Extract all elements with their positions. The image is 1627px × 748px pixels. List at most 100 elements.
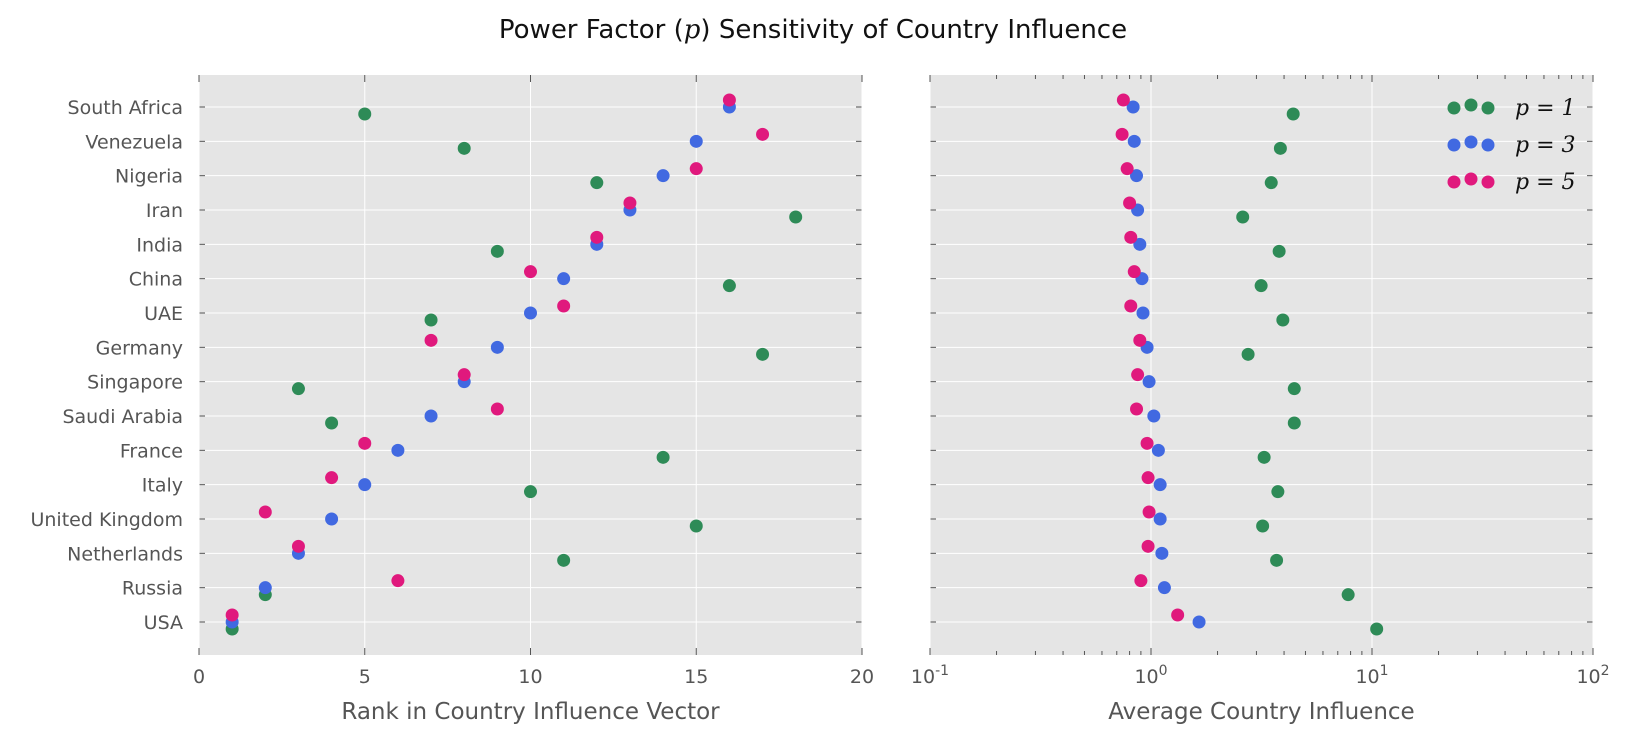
data-point [1241, 347, 1255, 361]
data-point [424, 333, 438, 347]
data-point [457, 368, 471, 382]
data-point [358, 478, 372, 492]
data-point [789, 210, 803, 224]
data-point [1127, 265, 1141, 279]
legend-marker [1447, 101, 1461, 115]
data-point [1370, 622, 1384, 636]
data-point [1264, 176, 1278, 190]
legend-label: p = 3 [1515, 133, 1576, 158]
legend-marker [1464, 172, 1478, 186]
y-tick-label: China [129, 269, 183, 291]
legend-marker [1481, 138, 1495, 152]
legend-marker [1481, 175, 1495, 189]
data-point [557, 553, 571, 567]
x-tick-label: 0 [193, 666, 205, 688]
chart-title: Power Factor (p) Sensitivity of Country … [499, 15, 1127, 45]
data-point [689, 134, 703, 148]
data-point [756, 347, 770, 361]
data-point [1151, 443, 1165, 457]
data-point [1130, 402, 1144, 416]
y-tick-label: United Kingdom [30, 509, 183, 531]
legend-marker [1447, 138, 1461, 152]
data-point [1155, 546, 1169, 560]
legend-label: p = 5 [1515, 170, 1576, 195]
y-tick-label: India [136, 234, 183, 256]
data-point [391, 574, 405, 588]
data-point [623, 196, 637, 210]
data-point [358, 107, 372, 121]
data-point [1257, 450, 1271, 464]
data-point [325, 416, 339, 430]
y-tick-label: Singapore [87, 372, 183, 394]
data-point [391, 443, 405, 457]
legend-marker [1447, 175, 1461, 189]
x-tick-label: 15 [684, 666, 708, 688]
left-panel: 0 5 10 15 20 Rank in Country Influence Vector… [30, 75, 874, 725]
data-point [1133, 237, 1147, 251]
data-point [524, 485, 537, 499]
data-point [557, 272, 571, 286]
x-tick-label: 5 [359, 666, 371, 688]
y-tick-label: Netherlands [67, 543, 183, 565]
legend-label: p = 1 [1515, 96, 1576, 121]
x-tick-label: 100 [1134, 663, 1167, 688]
data-point [1341, 588, 1355, 602]
y-tick-label: South Africa [68, 97, 183, 119]
x-tick-label: 102 [1576, 663, 1609, 688]
data-point [557, 299, 571, 313]
data-point [490, 244, 504, 258]
data-point [1254, 279, 1268, 293]
data-point [1141, 539, 1155, 553]
data-point [1115, 127, 1129, 141]
data-point [225, 608, 239, 622]
plot-background [930, 75, 1593, 655]
data-point [1127, 134, 1141, 148]
data-point [1142, 505, 1156, 519]
data-point [1192, 615, 1206, 629]
data-point [1116, 93, 1130, 107]
data-point [722, 279, 736, 293]
data-point [1271, 485, 1285, 499]
x-tick-label: 10-1 [911, 663, 949, 688]
data-point [1120, 162, 1134, 176]
y-tick-label: Italy [142, 475, 183, 497]
data-point [590, 176, 604, 190]
data-point [1287, 382, 1301, 396]
legend-marker [1464, 98, 1478, 112]
data-point [1273, 141, 1287, 155]
data-point [1136, 306, 1150, 320]
data-point [722, 93, 736, 107]
data-point [689, 162, 703, 176]
data-point [1157, 581, 1171, 595]
legend-marker [1464, 135, 1478, 149]
x-tick-label: 101 [1355, 663, 1388, 688]
data-point [291, 382, 305, 396]
data-point [1236, 210, 1250, 224]
data-point [1134, 574, 1148, 588]
data-point [1141, 471, 1155, 485]
y-tick-label: Germany [96, 337, 183, 359]
y-tick-label: Russia [122, 578, 183, 600]
x-axis-label: Rank in Country Influence Vector [341, 699, 720, 725]
data-point [1147, 409, 1161, 423]
data-point [656, 450, 670, 464]
data-point [457, 141, 471, 155]
legend-marker [1481, 101, 1495, 115]
data-point [1124, 299, 1138, 313]
data-point [1153, 512, 1167, 526]
data-point [1130, 169, 1144, 183]
data-point [1133, 333, 1147, 347]
data-point [590, 230, 604, 244]
data-point [1276, 313, 1290, 327]
y-tick-label: Saudi Arabia [62, 406, 183, 428]
data-point [689, 519, 703, 533]
data-point [1270, 553, 1284, 567]
y-tick-label: France [120, 440, 183, 462]
data-point [325, 512, 339, 526]
data-point [490, 340, 504, 354]
data-point [1142, 375, 1156, 389]
y-tick-label: Nigeria [115, 166, 183, 188]
data-point [258, 581, 272, 595]
data-point [1126, 100, 1140, 114]
data-point [1123, 196, 1137, 210]
